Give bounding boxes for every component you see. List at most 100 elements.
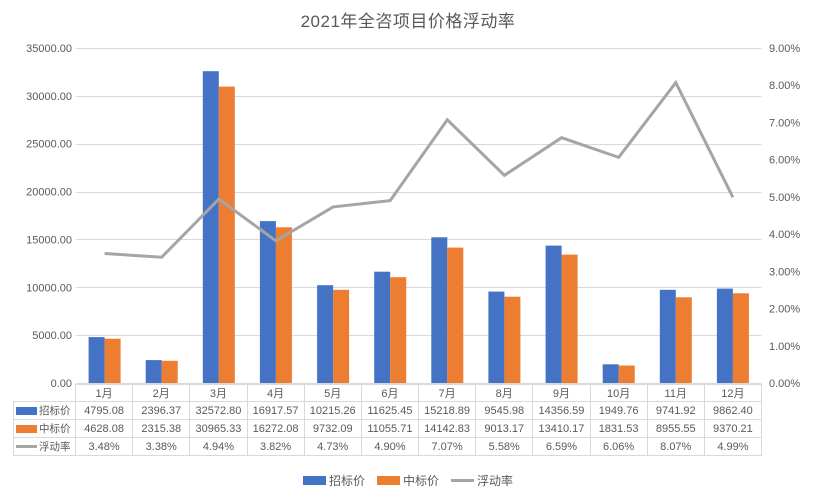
table-value-cell: 32572.80 xyxy=(190,402,248,420)
legend-label-rate: 浮动率 xyxy=(477,473,514,488)
row-key-label: 浮动率 xyxy=(39,441,71,453)
table-value-cell: 9862.40 xyxy=(704,402,762,420)
bar-tender-month-4 xyxy=(259,221,276,383)
chart-title: 2021年全咨项目价格浮动率 xyxy=(300,12,516,31)
month-header: 12月 xyxy=(704,384,762,402)
bar-winning-month-8 xyxy=(504,296,521,383)
tender-bar-swatch-icon xyxy=(302,475,326,485)
table-row-key: 浮动率 xyxy=(13,438,76,456)
table-value-cell: 8955.55 xyxy=(647,420,705,438)
y-axis-right-tick: 5.00% xyxy=(769,192,800,204)
bar-winning-month-11 xyxy=(675,297,692,383)
row-key-label: 中标价 xyxy=(39,423,71,435)
bar-winning-month-4 xyxy=(275,227,292,383)
table-value-cell: 10215.26 xyxy=(304,402,362,420)
table-value-cell: 11625.45 xyxy=(361,402,419,420)
bar-tender-month-1 xyxy=(88,337,105,383)
bar-tender-month-2 xyxy=(145,360,162,383)
chart-legend: 招标价 中标价 浮动率 xyxy=(0,470,816,490)
table-row-key: 中标价 xyxy=(13,420,76,438)
table-value-cell: 14356.59 xyxy=(533,402,591,420)
month-header: 10月 xyxy=(590,384,648,402)
bar-tender-month-9 xyxy=(545,245,562,383)
bar-tender-month-3 xyxy=(202,71,219,383)
month-header: 9月 xyxy=(533,384,591,402)
table-value-cell: 30965.33 xyxy=(190,420,248,438)
table-value-cell: 5.58% xyxy=(476,438,534,456)
y-axis-left-tick: 10000.00 xyxy=(26,282,72,294)
y-axis-left-tick: 25000.00 xyxy=(26,139,72,151)
month-header: 2月 xyxy=(133,384,191,402)
table-value-cell: 13410.17 xyxy=(533,420,591,438)
legend-item-winning: 中标价 xyxy=(376,472,439,489)
table-value-cell: 9013.17 xyxy=(476,420,534,438)
y-axis-right-tick: 7.00% xyxy=(769,117,800,129)
bar-tender-month-8 xyxy=(488,291,505,383)
y-axis-right-tick: 8.00% xyxy=(769,80,800,92)
table-value-cell: 4.73% xyxy=(304,438,362,456)
table-value-cell: 3.38% xyxy=(133,438,191,456)
data-table: 1月 2月 3月 4月 5月 6月 7月 8月 9月 10月 11月 12月 招标价 4795.08 239… xyxy=(13,384,762,456)
bar-winning-month-5 xyxy=(333,289,350,383)
y-axis-left-tick: 30000.00 xyxy=(26,91,72,103)
month-header: 11月 xyxy=(647,384,705,402)
table-value-cell: 15218.89 xyxy=(419,402,477,420)
bar-tender-month-6 xyxy=(374,271,391,383)
y-axis-right-tick: 3.00% xyxy=(769,266,800,278)
table-value-cell: 6.59% xyxy=(533,438,591,456)
table-value-cell: 4795.08 xyxy=(76,402,134,420)
table-value-cell: 1831.53 xyxy=(590,420,648,438)
legend-label-winning: 中标价 xyxy=(402,473,439,488)
month-header: 8月 xyxy=(476,384,534,402)
y-axis-right-tick: 4.00% xyxy=(769,229,800,241)
month-header: 3月 xyxy=(190,384,248,402)
y-axis-right-tick: 9.00% xyxy=(769,43,800,55)
table-value-cell: 6.06% xyxy=(590,438,648,456)
legend-label-tender: 招标价 xyxy=(328,473,365,488)
table-row-key: 招标价 xyxy=(13,402,76,420)
bar-winning-month-9 xyxy=(561,254,578,383)
bar-tender-month-7 xyxy=(431,237,448,383)
table-value-cell: 9741.92 xyxy=(647,402,705,420)
bar-orange-swatch-icon xyxy=(16,424,37,433)
y-axis-right-tick: 1.00% xyxy=(769,341,800,353)
table-value-cell: 1949.76 xyxy=(590,402,648,420)
table-value-cell: 16272.08 xyxy=(247,420,305,438)
table-value-cell: 3.48% xyxy=(76,438,134,456)
bar-tender-month-12 xyxy=(716,288,733,383)
winning-bar-swatch-icon xyxy=(376,475,400,485)
month-header: 4月 xyxy=(247,384,305,402)
table-value-cell: 2396.37 xyxy=(133,402,191,420)
table-value-cell: 2315.38 xyxy=(133,420,191,438)
bar-winning-month-3 xyxy=(218,86,235,383)
table-value-cell: 11055.71 xyxy=(361,420,419,438)
y-axis-left-tick: 35000.00 xyxy=(26,43,72,55)
table-value-cell: 4628.08 xyxy=(76,420,134,438)
y-axis-left-tick: 15000.00 xyxy=(26,234,72,246)
month-header: 7月 xyxy=(419,384,477,402)
bar-winning-month-6 xyxy=(390,277,407,383)
bar-tender-month-10 xyxy=(602,364,619,383)
y-axis-left-tick: 5000.00 xyxy=(32,330,72,342)
month-header: 1月 xyxy=(76,384,134,402)
bar-winning-month-7 xyxy=(447,247,464,383)
table-corner xyxy=(13,384,76,402)
bar-winning-month-2 xyxy=(161,360,178,383)
legend-item-rate: 浮动率 xyxy=(451,472,513,489)
y-axis-left-tick: 20000.00 xyxy=(26,187,72,199)
legend-item-tender: 招标价 xyxy=(302,472,365,489)
rate-line xyxy=(104,79,735,259)
bar-winning-month-10 xyxy=(618,365,635,383)
row-key-label: 招标价 xyxy=(39,405,71,417)
table-value-cell: 9545.98 xyxy=(476,402,534,420)
bar-tender-month-5 xyxy=(317,285,334,383)
table-value-cell: 9370.21 xyxy=(704,420,762,438)
y-axis-right-tick: 0.00% xyxy=(769,378,800,390)
table-value-cell: 9732.09 xyxy=(304,420,362,438)
y-axis-right-tick: 6.00% xyxy=(769,155,800,167)
table-value-cell: 4.90% xyxy=(361,438,419,456)
month-header: 5月 xyxy=(304,384,362,402)
line-gray-swatch-icon xyxy=(16,445,37,448)
table-value-cell: 8.07% xyxy=(647,438,705,456)
